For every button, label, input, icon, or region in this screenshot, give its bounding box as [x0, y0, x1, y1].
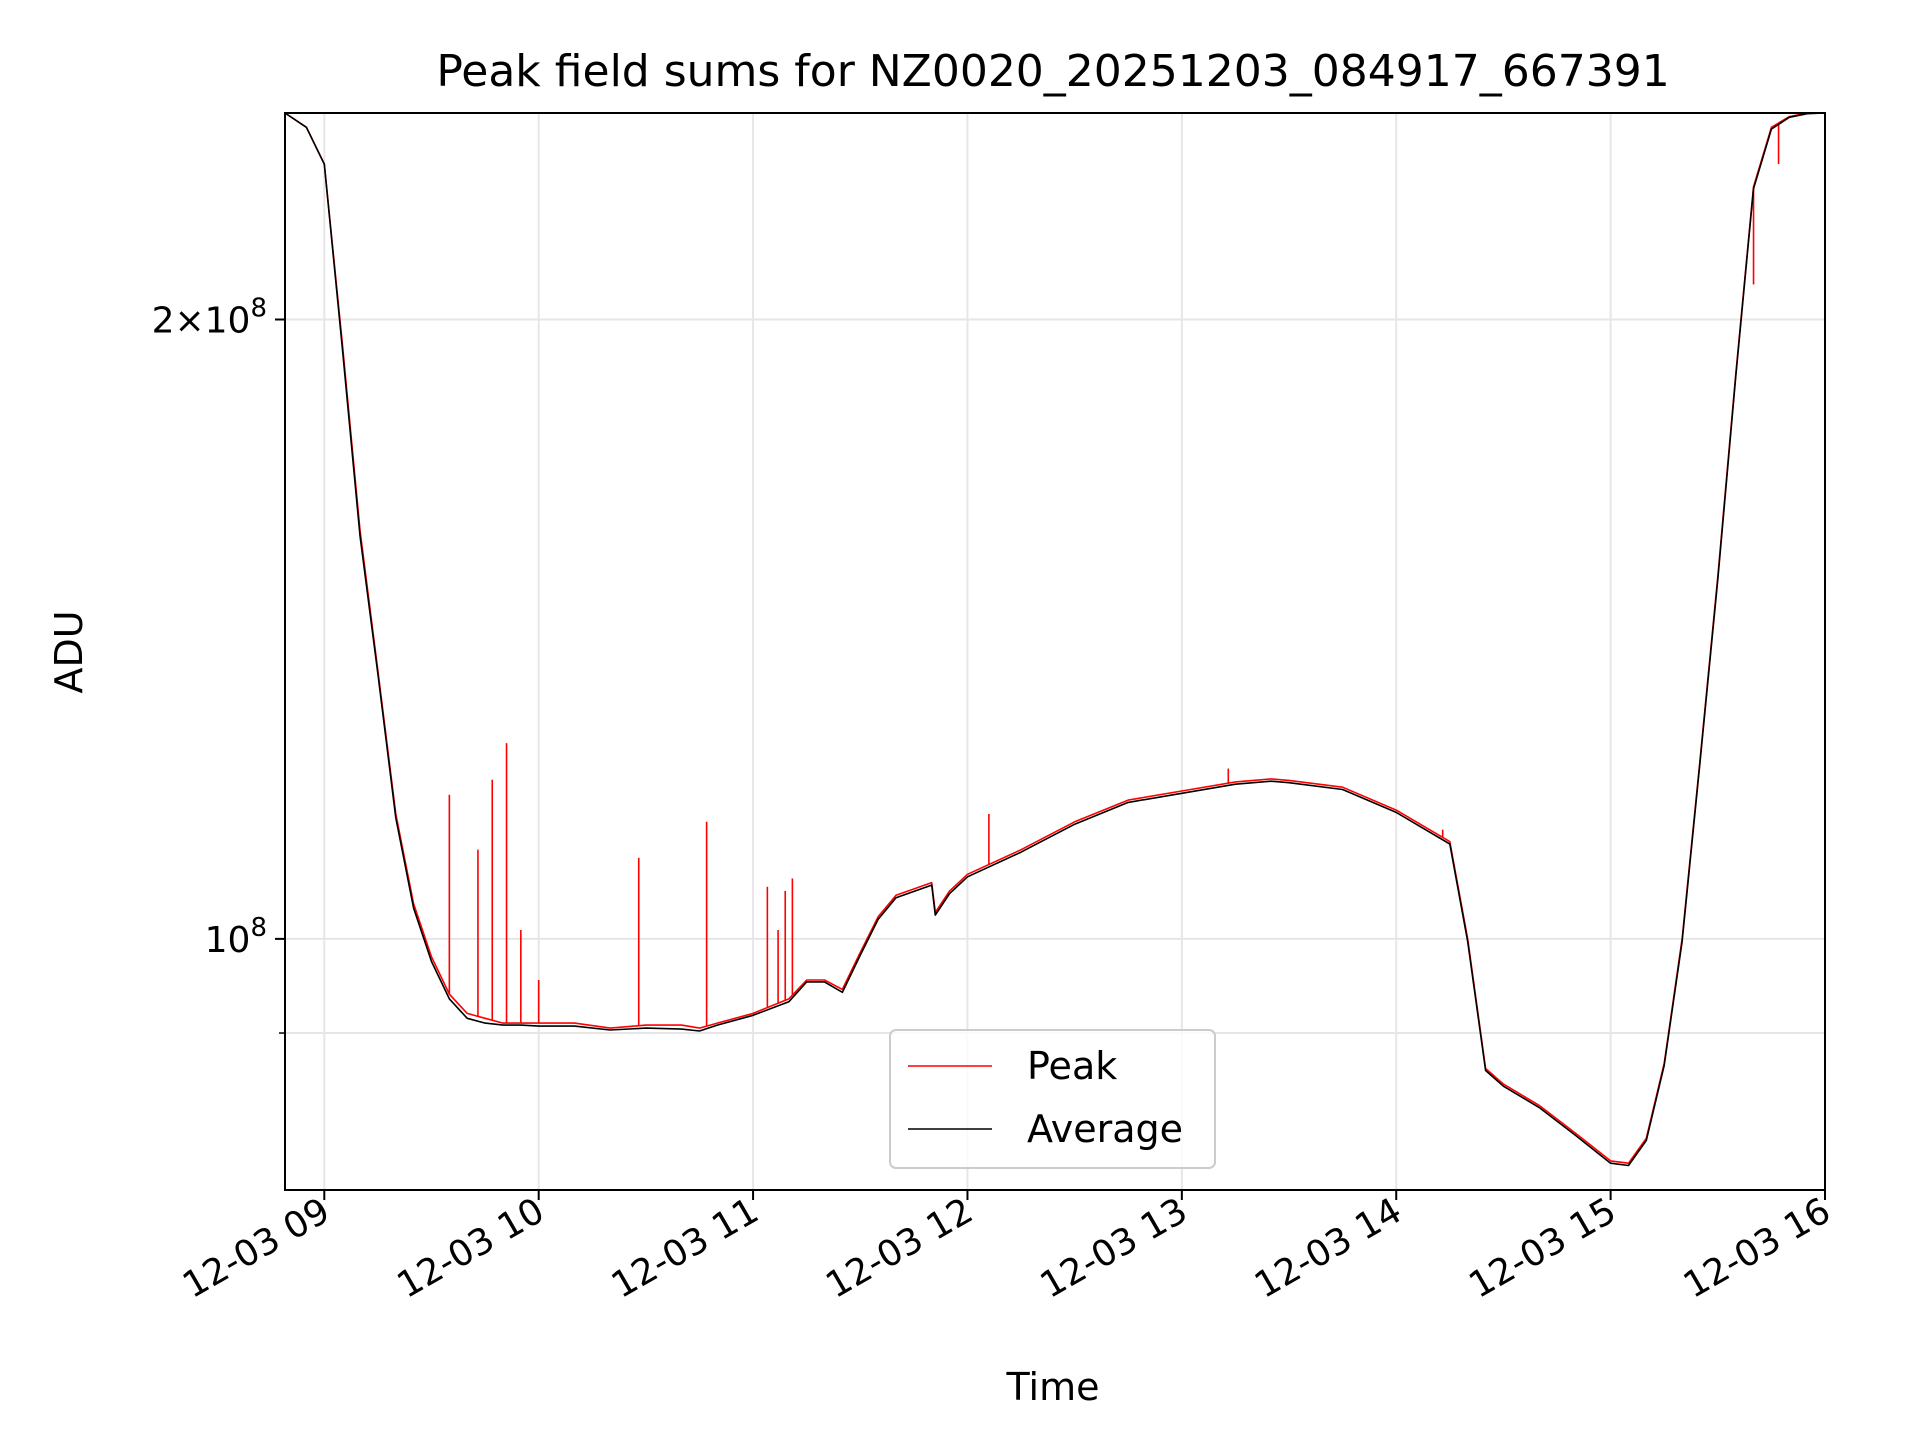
series-lines: [284, 112, 1826, 1167]
y-tick-label: 108: [205, 913, 267, 961]
y-axis: 108 2×108: [152, 294, 285, 1034]
legend-box: [889, 1029, 1216, 1169]
x-axis-label: Time: [1006, 1365, 1100, 1409]
chart-title: Peak field sums for NZ0020_20251203_0849…: [436, 46, 1669, 97]
legend-label-peak: Peak: [1027, 1044, 1117, 1088]
y-axis-label: ADU: [47, 610, 91, 693]
legend-label-average: Average: [1027, 1107, 1183, 1151]
y-tick-label: 2×108: [152, 294, 267, 342]
plot-area-frame: [284, 112, 1826, 1191]
legend: Peak Average: [889, 1029, 1216, 1169]
series-line-average: [284, 112, 1826, 1167]
